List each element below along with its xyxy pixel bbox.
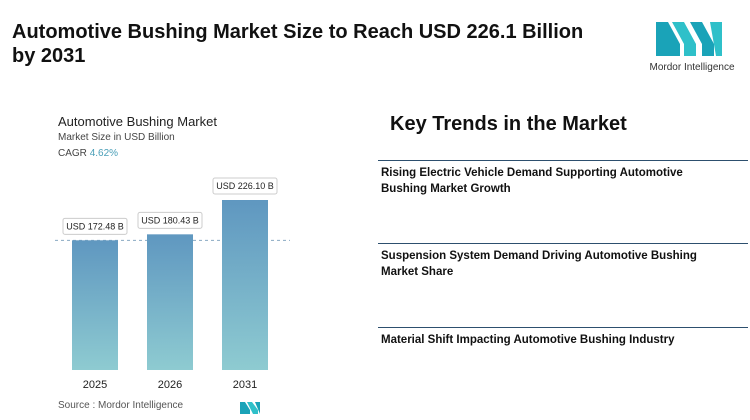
value-label-box [62,217,128,235]
divider [378,160,748,161]
value-label-box [137,211,203,229]
value-label: USD 180.43 B [141,215,199,225]
logo: Mordor Intelligence [650,22,735,73]
x-tick-label: 2026 [158,379,182,391]
logo-text: Mordor Intelligence [650,62,735,73]
cagr-value: 4.62% [89,148,119,159]
trends-title: Key Trends in the Market [390,113,627,135]
cagr-label: CAGR [58,148,87,159]
cagr: CAGR 4.62% [58,148,118,159]
source-logo [240,402,260,414]
bar [147,234,193,370]
page-title: Automotive Bushing Market Size to Reach … [12,21,584,67]
divider [378,327,748,328]
chart-subtitle: Market Size in USD Billion [58,132,175,143]
value-label: USD 172.48 B [66,221,124,231]
x-tick-label: 2025 [83,379,107,391]
value-label: USD 226.10 B [216,181,274,191]
trend-item: Rising Electric Vehicle Demand Supportin… [381,167,683,195]
source: Source : Mordor Intelligence [58,400,184,411]
trend-item: Suspension System Demand Driving Automot… [381,250,697,278]
bar [72,240,118,370]
x-tick-label: 2031 [233,379,257,391]
chart-title: Automotive Bushing Market [58,114,217,129]
bar [222,200,268,370]
divider [378,243,748,244]
value-label-box [212,177,278,195]
trend-item: Material Shift Impacting Automotive Bush… [381,334,675,346]
